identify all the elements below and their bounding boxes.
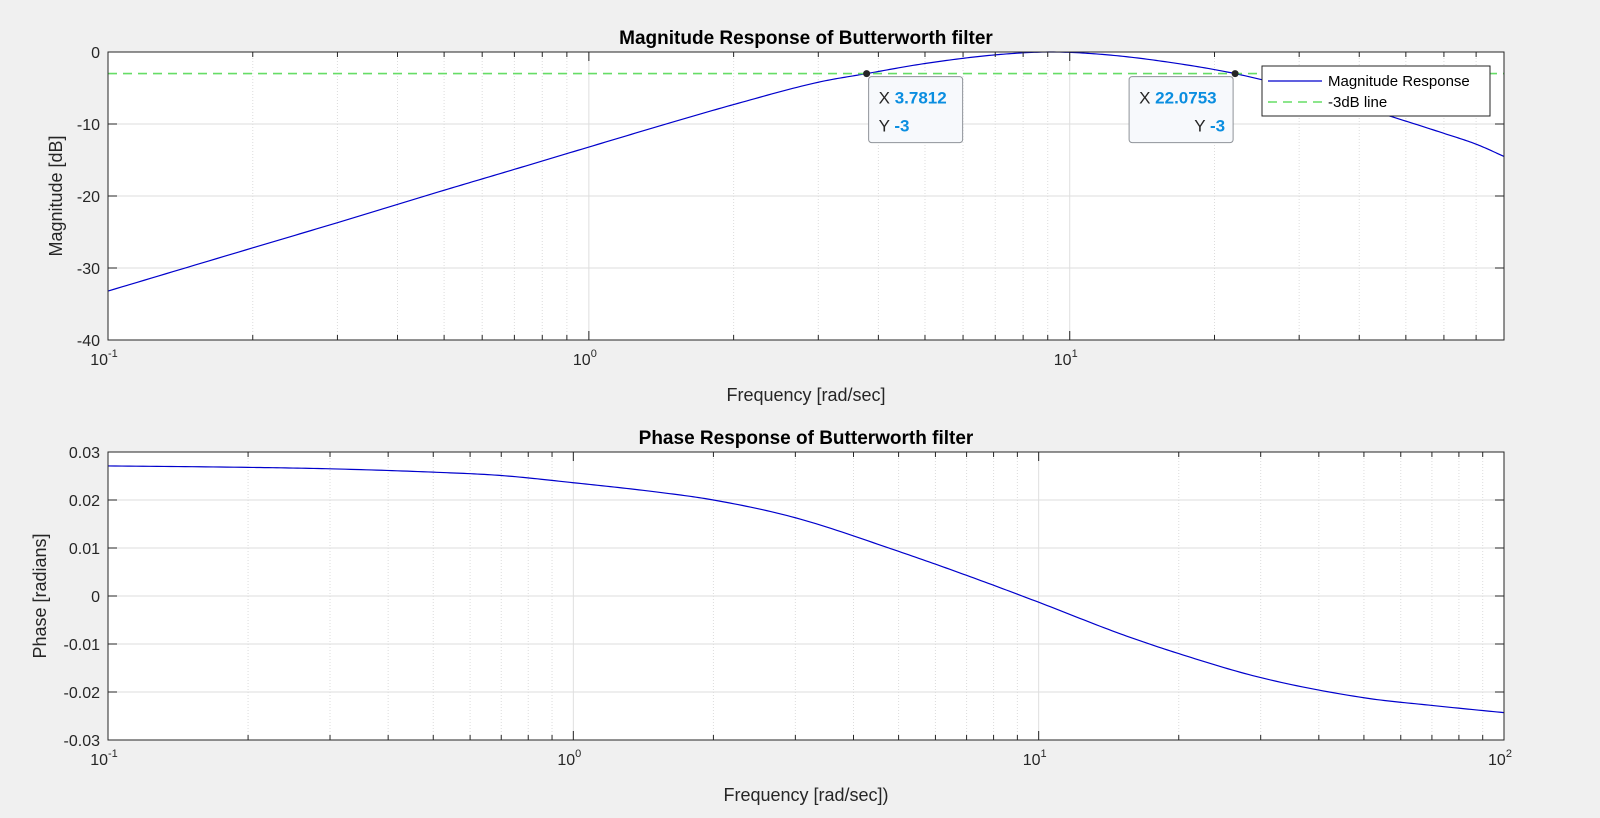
datatip-box[interactable] [868,76,964,144]
datatip-x-label: X 3.7812 [879,89,947,108]
magnitude-datatips[interactable]: X 3.7812 Y -3 X 22.0753 Y -3 [863,70,1239,144]
magnitude-y-tick-label: -30 [77,261,100,278]
legend-entry-label: -3dB line [1328,94,1387,111]
phase-y-tick-label: 0 [91,589,100,606]
phase-ticks: 10-1 100 101 102 0.03 0.02 0.01 0 -0.01 -0.02 -0.0… [64,445,1512,769]
datatip-y-label: Y -3 [879,117,910,136]
datatip-box[interactable] [1128,76,1234,144]
magnitude-xlabel: Frequency [rad/sec] [726,385,885,405]
magnitude-x-tick-label: 10-1 [90,348,118,369]
phase-y-tick-label: -0.01 [64,637,101,654]
magnitude-title: Magnitude Response of Butterworth filter [619,28,993,49]
phase-x-tick-label: 10-1 [90,748,118,769]
phase-series-line [107,465,1505,714]
phase-y-tick-label: 0.03 [69,445,100,462]
magnitude-y-tick-label: -10 [77,117,100,134]
magnitude-grid [108,52,1504,340]
phase-y-tick-label: 0.01 [69,541,100,558]
phase-x-tick-label: 101 [1023,748,1047,769]
magnitude-y-tick-label: 0 [91,45,100,62]
phase-y-tick-label: -0.03 [64,733,101,750]
phase-y-tick-label: -0.02 [64,685,101,702]
magnitude-y-tick-label: -40 [77,333,100,350]
phase-plot[interactable]: 10-1 100 101 102 0.03 0.02 0.01 0 -0.01 -0.02 -0.0… [30,428,1512,805]
phase-x-tick-label: 100 [557,748,581,769]
magnitude-x-tick-label: 100 [573,348,597,369]
datatip-marker[interactable] [1231,70,1239,78]
phase-title: Phase Response of Butterworth filter [639,428,974,449]
phase-grid [108,452,1504,740]
phase-series-group [107,465,1505,714]
phase-xlabel: Frequency [rad/sec]) [723,785,888,805]
magnitude-legend[interactable]: Magnitude Response -3dB line [1261,65,1491,117]
phase-ylabel: Phase [radians] [30,533,50,658]
legend-box[interactable] [1261,65,1491,117]
datatip-x-label: X 22.0753 [1139,89,1217,108]
datatip-y-label: Y -3 [1194,117,1225,136]
phase-x-tick-label: 102 [1488,748,1512,769]
magnitude-y-tick-label: -20 [77,189,100,206]
legend-entry-label: Magnitude Response [1328,73,1470,90]
magnitude-plot[interactable]: 10-1 100 101 0 -10 -20 -30 -40 X 3.7812 Y -3 X 22… [46,28,1505,405]
magnitude-x-tick-label: 101 [1054,348,1078,369]
magnitude-ticks: 10-1 100 101 0 -10 -20 -30 -40 [77,45,1504,369]
datatip-marker[interactable] [863,70,871,78]
phase-y-tick-label: 0.02 [69,493,100,510]
magnitude-ylabel: Magnitude [dB] [46,135,66,256]
